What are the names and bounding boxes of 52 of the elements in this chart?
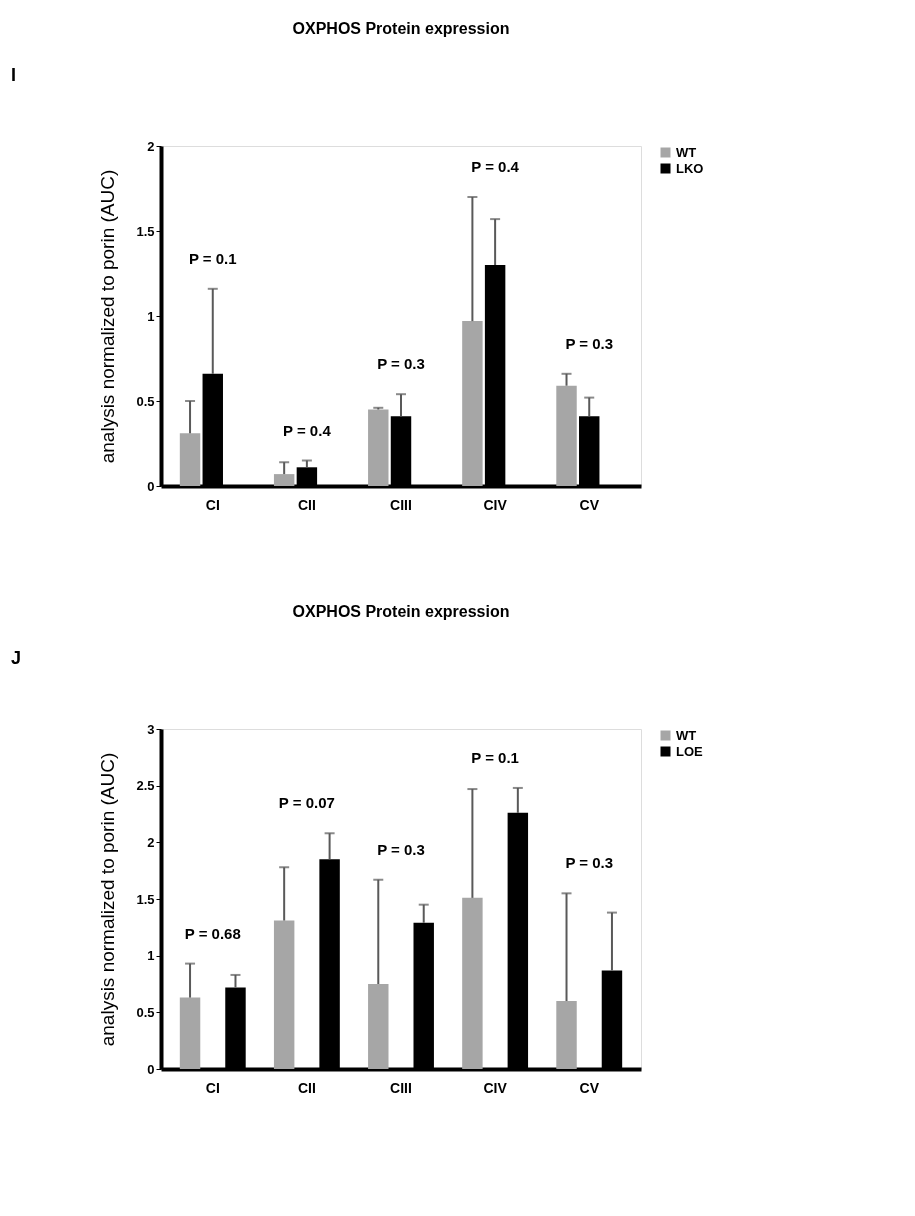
- x-tick-label: CV: [579, 496, 600, 513]
- x-tick-label: CII: [297, 496, 316, 513]
- legend-label: LOE: [676, 743, 704, 759]
- x-tick-label: CV: [579, 1079, 600, 1096]
- annotation: P = 0.1: [471, 748, 519, 766]
- y-tick-label: 0: [147, 1061, 155, 1077]
- y-tick-label: 0.5: [136, 393, 155, 409]
- bar: [179, 433, 201, 486]
- text: I: [11, 65, 17, 85]
- y-tick-label: 1.5: [136, 223, 155, 239]
- y-tick-label: 2: [147, 138, 155, 154]
- annotation: P = 0.1: [188, 249, 237, 267]
- y-tick-label: 3: [147, 721, 155, 737]
- annotation: P = 0.3: [377, 840, 425, 858]
- annotation: P = 0.3: [565, 334, 614, 352]
- bar: [556, 385, 577, 486]
- text: J: [11, 648, 22, 668]
- annotation: P = 0.07: [278, 794, 335, 812]
- annotation: P = 0.3: [377, 355, 425, 373]
- y-tick-label: 0: [147, 478, 155, 494]
- y-axis-title: analysis normalized to porin (AUC): [97, 752, 119, 1047]
- y-tick-label: 1: [147, 948, 155, 964]
- x-tick-label: CII: [297, 1079, 316, 1096]
- annotation: P = 0.4: [471, 158, 520, 175]
- chart-title: OXPHOS Protein expression: [292, 603, 510, 620]
- legend-label: WT: [676, 144, 697, 160]
- bar: [273, 920, 295, 1069]
- x-tick-label: CIII: [390, 1079, 412, 1096]
- y-tick-label: 2.5: [136, 778, 155, 794]
- x-tick-label: CIV: [483, 496, 508, 513]
- x-tick-label: CI: [205, 496, 220, 513]
- legend-label: WT: [676, 727, 697, 743]
- y-tick-label: 1: [147, 308, 155, 324]
- x-tick-label: CIV: [483, 1079, 508, 1096]
- x-tick-label: CI: [205, 1079, 220, 1096]
- annotation: P = 0.4: [283, 421, 332, 439]
- annotation: P = 0.3: [565, 854, 614, 872]
- y-axis-title: analysis normalized to porin (AUC): [97, 169, 119, 464]
- bar: [368, 409, 389, 486]
- y-tick-label: 2: [147, 834, 155, 850]
- y-tick-label: 1.5: [136, 891, 155, 907]
- y-tick-label: 0.5: [136, 1004, 155, 1020]
- bar: [368, 984, 389, 1069]
- x-tick-label: CIII: [390, 496, 412, 513]
- chart-title: OXPHOS Protein expression: [292, 20, 510, 37]
- legend-label: LKO: [676, 160, 704, 176]
- bar: [556, 1001, 577, 1069]
- bar: [179, 997, 201, 1069]
- bar: [462, 897, 483, 1069]
- bar: [273, 474, 295, 486]
- annotation: P = 0.68: [184, 924, 241, 942]
- bar: [462, 321, 483, 486]
